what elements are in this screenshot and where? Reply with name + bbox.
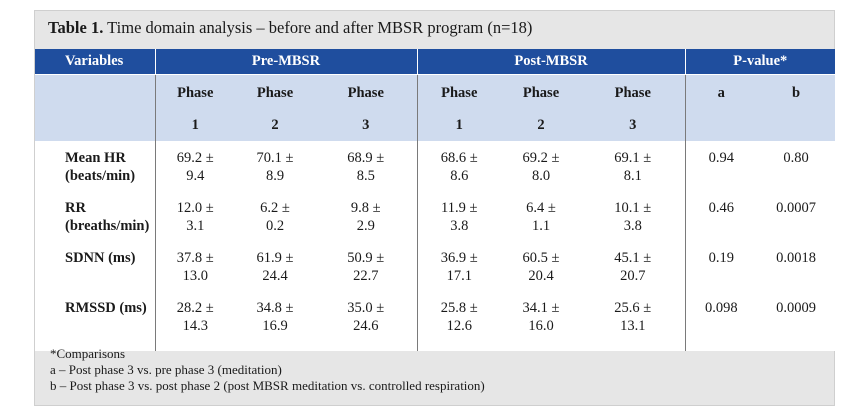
subheader-post-phase-1: Phase 1	[416, 74, 502, 141]
table-row: RR (breaths/min) 12.0 ±3.1 6.2 ±0.2 9.8 ±…	[35, 199, 836, 249]
header-post-mbsr: Post-MBSR	[416, 49, 686, 75]
row-variable: RR (breaths/min)	[35, 199, 155, 249]
subheader-pre-phase-3: Phase 3	[315, 74, 418, 141]
cell-value: 69.2 ±9.4	[154, 141, 235, 199]
note-line: *Comparisons	[50, 346, 126, 361]
note-line: b – Post phase 3 vs. post phase 2 (post …	[50, 378, 485, 393]
table-row: Mean HR (beats/min) 69.2 ±9.4 70.1 ±8.9 6…	[35, 141, 836, 199]
header-p-value: P-value*	[684, 49, 836, 75]
header-row: Variables Pre-MBSR Post-MBSR P-value*	[35, 49, 836, 75]
cell-value: 69.2 ±8.0	[501, 141, 582, 199]
cell-value: 35.0 ±24.6	[315, 299, 418, 351]
cell-value: 34.8 ±16.9	[235, 299, 315, 351]
subheader-pre-phase-1: Phase 1	[154, 74, 235, 141]
cell-value: 61.9 ±24.4	[235, 249, 315, 299]
cell-p-a: 0.098	[684, 299, 758, 351]
caption-label: Table 1.	[48, 18, 104, 37]
cell-value: 70.1 ±8.9	[235, 141, 315, 199]
cell-value: 36.9 ±17.1	[416, 249, 502, 299]
cell-p-b: 0.0018	[757, 249, 836, 299]
subheader-row: Phase 1 Phase 2 Phase 3 Phase 1 Phase 2 Phase…	[35, 74, 836, 141]
row-variable: SDNN (ms)	[35, 249, 155, 299]
cell-value: 37.8 ±13.0	[154, 249, 235, 299]
cell-value: 25.6 ±13.1	[581, 299, 686, 351]
table-notes: *Comparisons a – Post phase 3 vs. pre ph…	[50, 346, 485, 394]
cell-value: 12.0 ±3.1	[154, 199, 235, 249]
cell-value: 28.2 ±14.3	[154, 299, 235, 351]
table-row: SDNN (ms) 37.8 ±13.0 61.9 ±24.4 50.9 ±22…	[35, 249, 836, 299]
table-caption: Table 1. Time domain analysis – before a…	[48, 18, 532, 38]
header-variables: Variables	[35, 49, 155, 75]
header-pre-mbsr: Pre-MBSR	[154, 49, 418, 75]
cell-value: 6.2 ±0.2	[235, 199, 315, 249]
cell-p-a: 0.94	[684, 141, 758, 199]
subheader-empty	[35, 74, 155, 141]
cell-value: 10.1 ±3.8	[581, 199, 686, 249]
subheader-post-phase-3: Phase 3	[581, 74, 686, 141]
cell-value: 11.9 ±3.8	[416, 199, 502, 249]
subheader-post-phase-2: Phase 2	[501, 74, 582, 141]
cell-value: 25.8 ±12.6	[416, 299, 502, 351]
caption-text: Time domain analysis – before and after …	[103, 18, 533, 37]
data-table: Variables Pre-MBSR Post-MBSR P-value* Ph…	[35, 49, 836, 351]
note-line: a – Post phase 3 vs. pre phase 3 (medita…	[50, 362, 282, 377]
row-variable: RMSSD (ms)	[35, 299, 155, 351]
cell-value: 45.1 ±20.7	[581, 249, 686, 299]
cell-value: 60.5 ±20.4	[501, 249, 582, 299]
cell-value: 68.6 ±8.6	[416, 141, 502, 199]
cell-p-b: 0.0009	[757, 299, 836, 351]
cell-value: 69.1 ±8.1	[581, 141, 686, 199]
subheader-b: b	[757, 74, 836, 141]
cell-p-b: 0.0007	[757, 199, 836, 249]
table-row: RMSSD (ms) 28.2 ±14.3 34.8 ±16.9 35.0 ±2…	[35, 299, 836, 351]
cell-value: 50.9 ±22.7	[315, 249, 418, 299]
cell-value: 34.1 ±16.0	[501, 299, 582, 351]
table-figure: Table 1. Time domain analysis – before a…	[34, 10, 836, 406]
cell-value: 6.4 ±1.1	[501, 199, 582, 249]
cell-p-a: 0.46	[684, 199, 758, 249]
row-variable: Mean HR (beats/min)	[35, 141, 155, 199]
cell-value: 9.8 ±2.9	[315, 199, 418, 249]
subheader-a: a	[684, 74, 758, 141]
cell-p-b: 0.80	[757, 141, 836, 199]
cell-p-a: 0.19	[684, 249, 758, 299]
subheader-pre-phase-2: Phase 2	[235, 74, 315, 141]
cell-value: 68.9 ±8.5	[315, 141, 418, 199]
